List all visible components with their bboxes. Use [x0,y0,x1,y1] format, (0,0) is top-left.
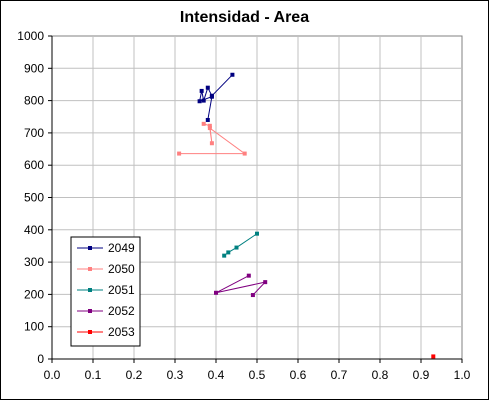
series-line [223,233,258,256]
x-tick-label: 0.1 [85,368,102,382]
series-2053 [431,354,436,359]
y-tick-label: 900 [24,61,44,75]
legend-item: 2052 [77,304,135,318]
data-point [263,280,268,285]
legend-label: 2050 [108,262,135,276]
y-tick-label: 500 [24,191,44,205]
legend: 2049 2050 2051 2052 2053 [70,236,141,347]
data-point [214,290,218,295]
chart-title: Intensidad - Area [179,9,310,26]
y-tick-label: 100 [24,320,44,334]
data-point [226,250,231,255]
data-point [207,123,212,128]
series [177,72,436,359]
data-point [222,253,227,258]
legend-item: 2050 [77,262,135,276]
y-tick-label: 700 [24,126,44,140]
y-tick-label: 0 [37,352,44,366]
data-point [197,99,202,104]
x-tick-label: 0.7 [331,368,348,382]
data-point [201,98,206,103]
data-point [255,231,259,236]
data-point [209,141,214,146]
legend-label: 2052 [108,304,135,318]
data-point [177,151,182,156]
y-tick-label: 200 [24,287,44,301]
y-tick-label: 600 [24,158,44,172]
legend-label: 2053 [108,325,135,339]
data-point [246,273,251,278]
x-tick-label: 0.5 [249,368,266,382]
data-point [250,293,255,298]
legend-label: 2051 [108,283,135,297]
series-2052 [214,273,268,298]
y-tick-label: 400 [24,223,44,237]
legend-marker [88,288,92,292]
data-point [199,88,204,93]
series-2049 [197,72,235,122]
y-tick-label: 800 [24,94,44,108]
legend-item: 2053 [77,325,135,339]
x-tick-label: 1.0 [454,368,471,382]
legend-marker [88,267,92,271]
data-point [431,354,436,359]
data-point [201,121,206,126]
data-point [242,151,247,156]
legend-marker [88,309,92,313]
data-point [205,85,210,90]
legend-item: 2049 [77,241,135,255]
y-tick-label: 300 [24,255,44,269]
x-tick-label: 0.6 [290,368,307,382]
x-tick-label: 0.4 [208,368,225,382]
data-point [230,72,235,77]
data-point [234,245,239,250]
x-tick-label: 0.9 [413,368,430,382]
x-tick-label: 0.0 [44,368,61,382]
legend-marker [88,330,92,334]
legend-box [70,236,141,347]
x-tick-label: 0.8 [372,368,389,382]
data-point [207,126,212,131]
series-2050 [177,121,247,156]
data-point [205,117,210,122]
legend-marker [88,246,92,250]
series-line [215,275,267,296]
legend-item: 2051 [77,283,135,297]
data-point [209,94,214,99]
y-tick-label: 1000 [17,29,44,43]
series-2051 [222,231,259,258]
x-tick-label: 0.3 [167,368,184,382]
legend-label: 2049 [108,241,135,255]
axes: 0.0 0.1 0.2 0.3 0.4 0.5 0.6 0.7 0.8 0.9 1.0 0 100 200… [17,29,470,382]
x-tick-label: 0.2 [126,368,143,382]
